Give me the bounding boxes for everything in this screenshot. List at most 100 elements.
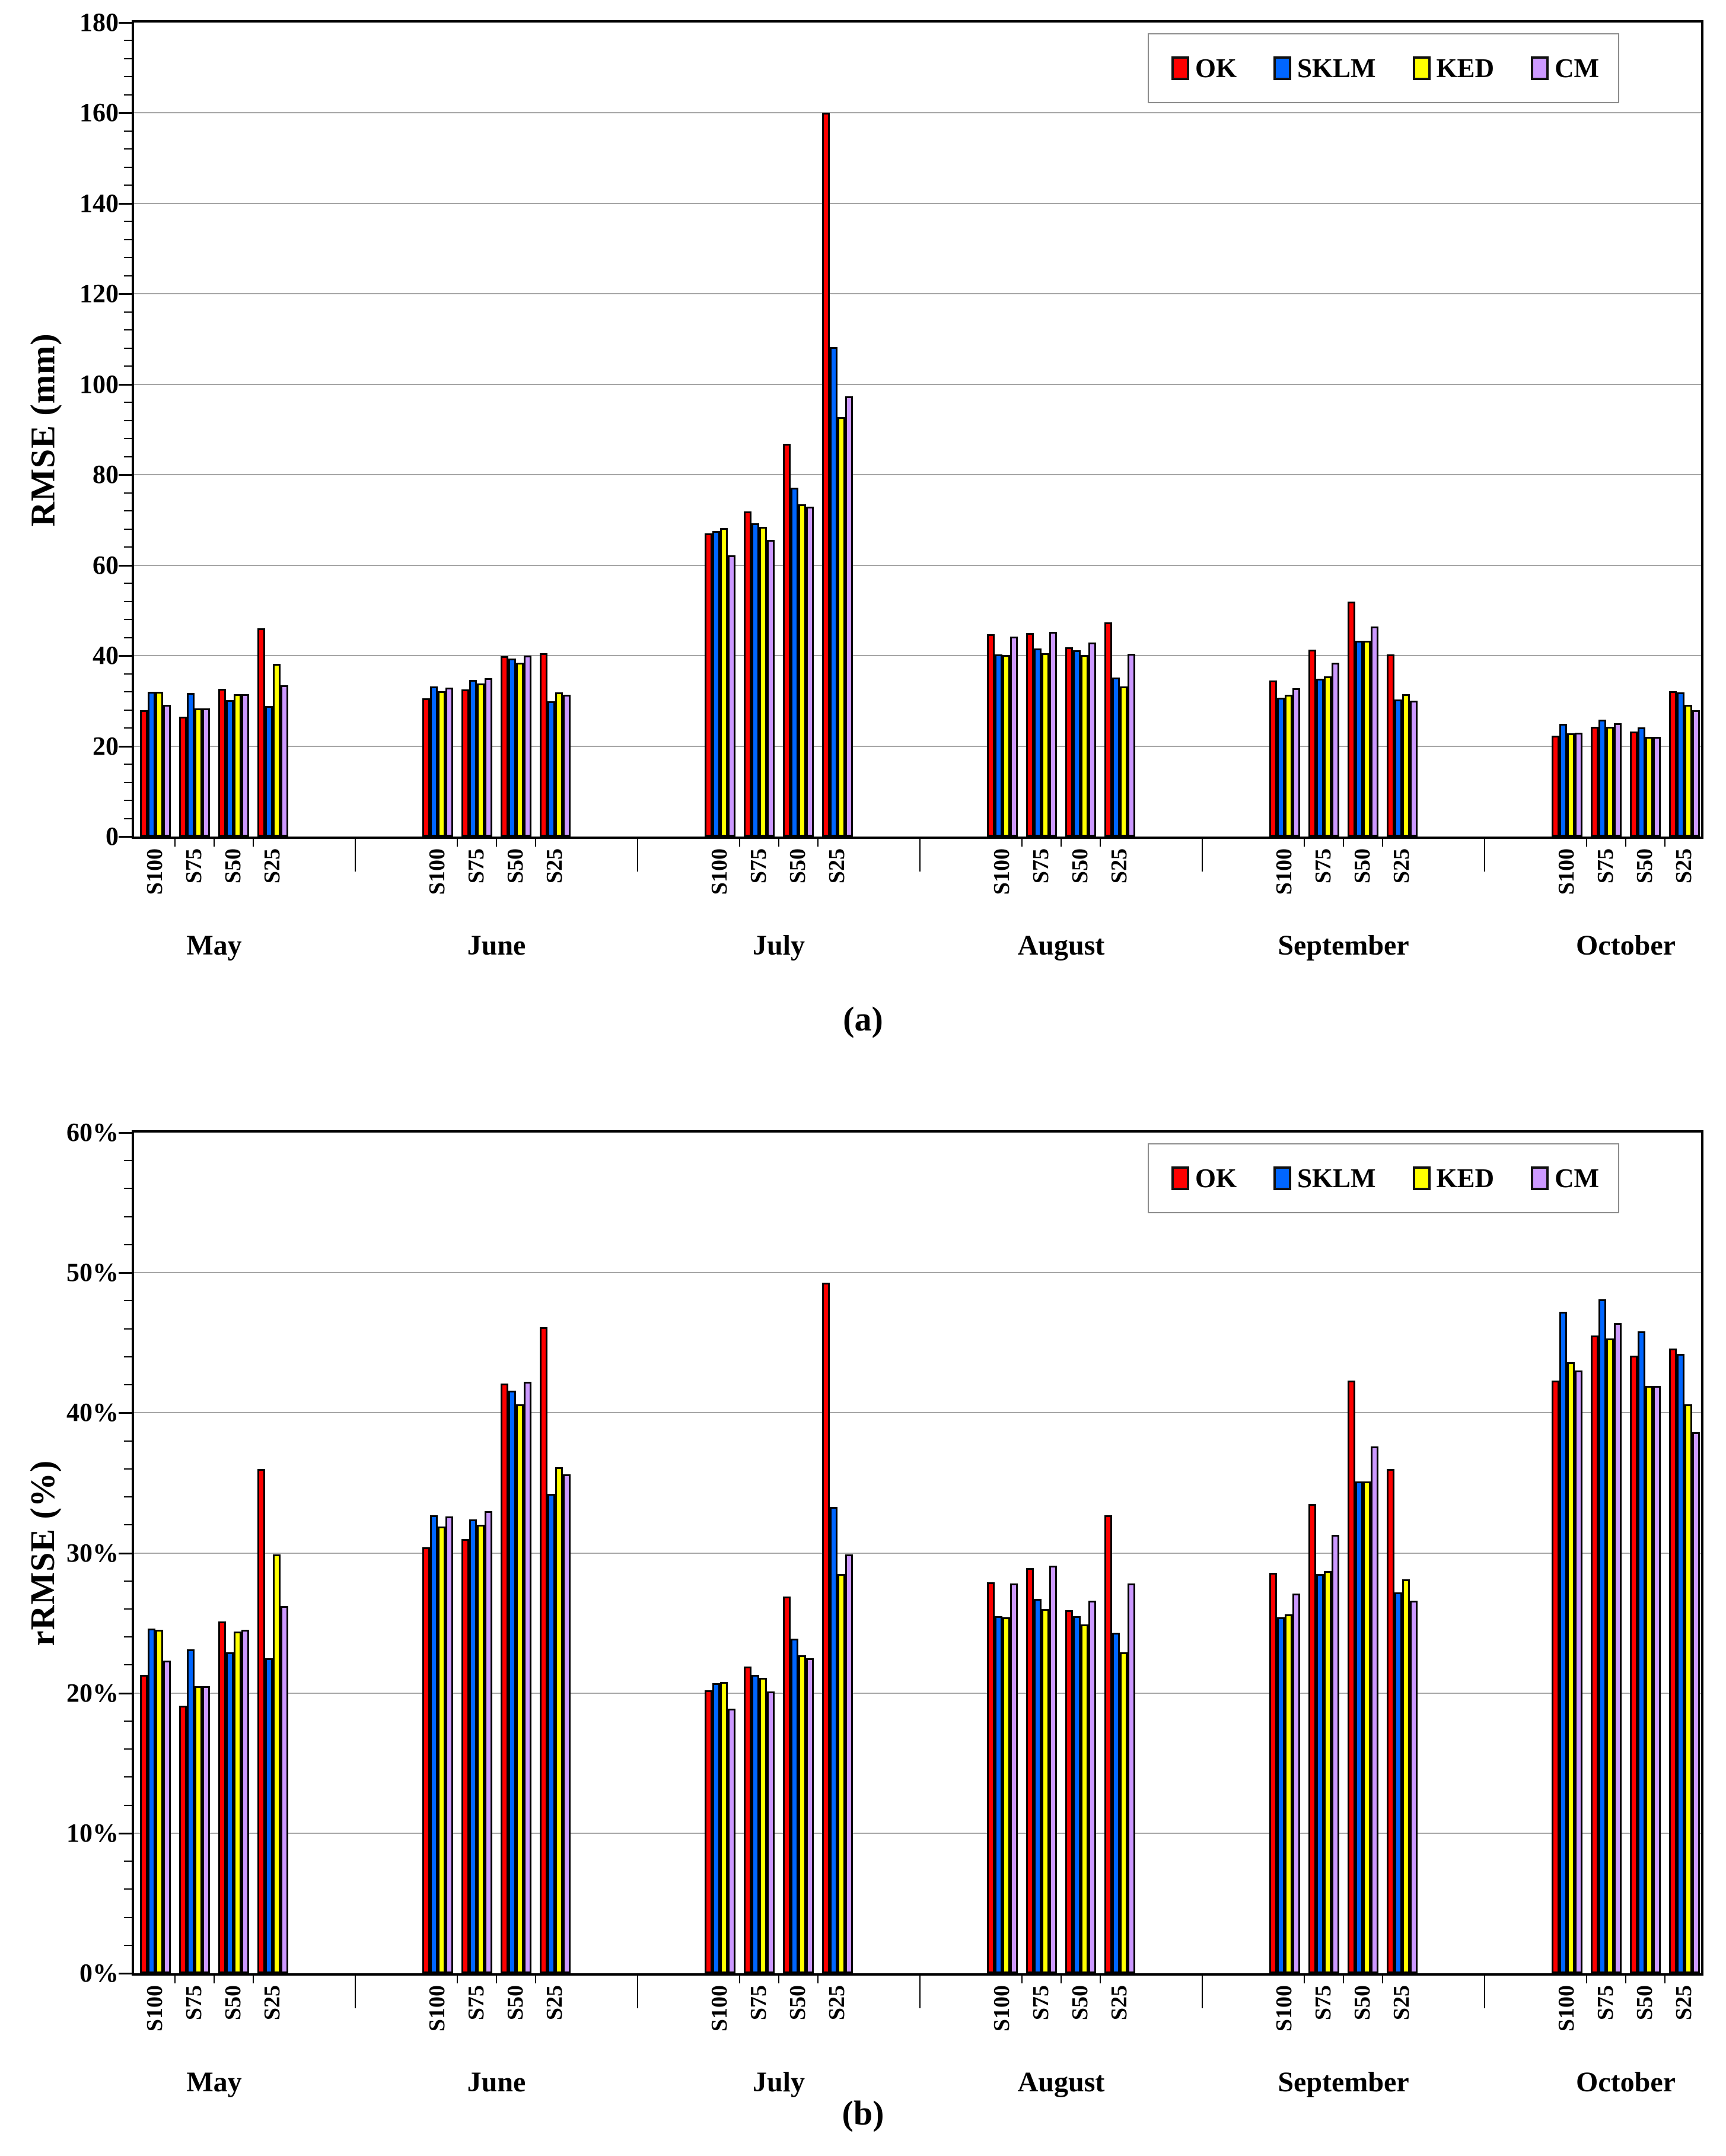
month-label-May: May bbox=[186, 930, 242, 961]
bar-KED-May-S75 bbox=[195, 1686, 202, 1973]
x-group-label-August-S50: S50 bbox=[1068, 1985, 1093, 2021]
x-group-tick bbox=[1664, 1976, 1666, 1983]
bar-OK-September-S25 bbox=[1387, 654, 1394, 837]
x-group-label-September-S50: S50 bbox=[1350, 848, 1375, 884]
bar-CM-May-S25 bbox=[281, 1606, 288, 1973]
bar-SKLM-May-S50 bbox=[226, 1652, 234, 1973]
bar-SKLM-July-S25 bbox=[830, 1507, 837, 1973]
legend-label-CM: CM bbox=[1555, 1163, 1600, 1193]
bar-SKLM-July-S50 bbox=[791, 1639, 798, 1973]
bar-OK-August-S75 bbox=[1026, 1568, 1034, 1973]
x-group-tick bbox=[1586, 839, 1587, 847]
y-minor-tick bbox=[124, 492, 132, 494]
x-group-tick bbox=[1061, 1976, 1062, 1983]
bar-SKLM-August-S100 bbox=[995, 654, 1002, 837]
y-major-tick bbox=[119, 383, 132, 386]
x-group-label-July-S100: S100 bbox=[707, 1985, 732, 2032]
bar-OK-October-S100 bbox=[1552, 736, 1559, 837]
x-group-label-July-S75: S75 bbox=[746, 848, 771, 884]
x-group-tick bbox=[817, 1976, 819, 1983]
y-minor-tick bbox=[124, 781, 132, 783]
bar-KED-July-S100 bbox=[720, 528, 728, 837]
month-label-October: October bbox=[1576, 2066, 1676, 2098]
y-major-tick bbox=[119, 1973, 132, 1974]
bar-KED-July-S25 bbox=[837, 417, 845, 837]
bar-SKLM-June-S25 bbox=[547, 1494, 555, 1973]
gridline-a-160 bbox=[134, 112, 1701, 114]
bar-SKLM-October-S25 bbox=[1677, 1354, 1684, 1973]
legend-label-CM: CM bbox=[1555, 53, 1600, 83]
y-minor-tick bbox=[124, 311, 132, 313]
gridline-a-140 bbox=[134, 202, 1701, 204]
y-minor-tick bbox=[124, 1160, 132, 1162]
x-group-tick bbox=[1343, 839, 1344, 847]
y-minor-tick bbox=[124, 1944, 132, 1946]
bar-CM-September-S75 bbox=[1332, 663, 1339, 837]
x-group-tick bbox=[1382, 839, 1383, 847]
bar-OK-August-S50 bbox=[1065, 647, 1073, 837]
y-tick-label: 60% bbox=[66, 1118, 119, 1147]
y-minor-tick bbox=[124, 1244, 132, 1245]
y-tick-label: 0% bbox=[79, 1958, 119, 1988]
bar-KED-September-S50 bbox=[1363, 641, 1371, 837]
legend-item-OK: OK bbox=[1171, 1165, 1237, 1192]
legend-label-KED: KED bbox=[1436, 53, 1495, 83]
bar-KED-September-S100 bbox=[1285, 695, 1292, 837]
bar-OK-June-S100 bbox=[422, 698, 430, 837]
bar-KED-October-S50 bbox=[1645, 737, 1653, 837]
y-major-tick bbox=[119, 1832, 132, 1834]
y-tick-label: 10% bbox=[66, 1818, 119, 1847]
bar-SKLM-June-S50 bbox=[508, 1391, 516, 1973]
month-label-July: July bbox=[752, 930, 805, 961]
gridline-b-40 bbox=[134, 1412, 1701, 1414]
bar-OK-August-S100 bbox=[987, 1582, 995, 1973]
bar-KED-August-S75 bbox=[1042, 1609, 1049, 1973]
bar-KED-July-S25 bbox=[837, 1574, 845, 1973]
bar-OK-July-S100 bbox=[705, 1690, 712, 1973]
x-group-tick bbox=[253, 1976, 254, 1983]
y-minor-tick bbox=[124, 221, 132, 222]
bar-SKLM-October-S75 bbox=[1598, 720, 1606, 837]
bar-CM-October-S25 bbox=[1692, 710, 1700, 837]
legend-swatch-KED bbox=[1412, 56, 1431, 80]
y-tick-label: 180 bbox=[79, 8, 119, 37]
x-group-label-July-S100: S100 bbox=[707, 848, 732, 895]
x-month-tick bbox=[919, 1976, 921, 2008]
y-major-tick bbox=[119, 1552, 132, 1554]
x-group-tick bbox=[739, 1976, 740, 1983]
y-minor-tick bbox=[124, 818, 132, 819]
bar-KED-July-S100 bbox=[720, 1682, 728, 1973]
bar-CM-June-S25 bbox=[563, 1474, 571, 1973]
month-label-June: June bbox=[467, 930, 526, 961]
x-group-label-October-S75: S75 bbox=[1593, 848, 1618, 884]
bar-CM-June-S50 bbox=[524, 1382, 531, 1973]
y-minor-tick bbox=[124, 1300, 132, 1302]
bar-SKLM-September-S100 bbox=[1277, 698, 1285, 837]
y-minor-tick bbox=[124, 528, 132, 530]
x-month-tick bbox=[355, 1976, 356, 2008]
bar-CM-July-S100 bbox=[728, 1709, 735, 1973]
month-label-September: September bbox=[1278, 930, 1409, 961]
x-group-label-June-S100: S100 bbox=[425, 848, 450, 895]
bar-OK-July-S25 bbox=[822, 1283, 830, 1973]
bar-OK-May-S100 bbox=[140, 710, 148, 837]
bar-OK-September-S50 bbox=[1348, 602, 1355, 837]
bar-SKLM-June-S75 bbox=[469, 680, 477, 837]
legend-swatch-OK bbox=[1171, 56, 1189, 80]
bar-SKLM-May-S25 bbox=[265, 1658, 273, 1973]
y-major-tick bbox=[119, 1272, 132, 1274]
bar-OK-September-S25 bbox=[1387, 1469, 1394, 1973]
bar-CM-June-S25 bbox=[563, 695, 571, 837]
bar-CM-May-S50 bbox=[241, 1630, 249, 1973]
bar-SKLM-May-S50 bbox=[226, 700, 234, 837]
bar-KED-August-S50 bbox=[1081, 655, 1088, 837]
bar-KED-October-S25 bbox=[1684, 705, 1692, 837]
y-minor-tick bbox=[124, 40, 132, 42]
y-minor-tick bbox=[124, 438, 132, 440]
x-group-tick bbox=[1304, 839, 1305, 847]
bar-KED-October-S25 bbox=[1684, 1404, 1692, 1973]
x-month-tick bbox=[1202, 839, 1203, 872]
legend-label-SKLM: SKLM bbox=[1297, 53, 1376, 83]
y-minor-tick bbox=[124, 58, 132, 59]
x-group-label-May-S75: S75 bbox=[181, 848, 206, 884]
